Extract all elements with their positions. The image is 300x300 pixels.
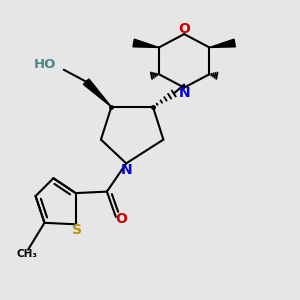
Text: CH₃: CH₃ [16, 249, 37, 259]
Polygon shape [83, 79, 111, 107]
Text: O: O [178, 22, 190, 36]
Polygon shape [209, 39, 236, 47]
Polygon shape [133, 39, 159, 47]
Text: HO: HO [34, 58, 56, 71]
Text: N: N [120, 163, 132, 177]
Text: O: O [115, 212, 127, 226]
Text: S: S [72, 223, 82, 237]
Text: N: N [178, 86, 190, 100]
